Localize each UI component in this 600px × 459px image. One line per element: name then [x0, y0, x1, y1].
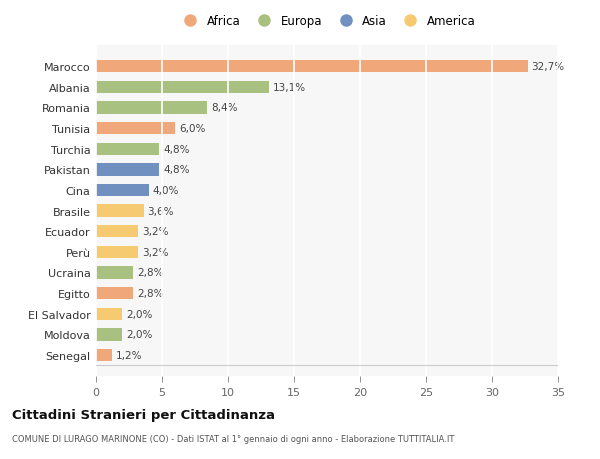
Bar	[96, 308, 122, 320]
Text: 4,8%: 4,8%	[163, 165, 190, 175]
Bar	[96, 143, 160, 156]
Text: COMUNE DI LURAGO MARINONE (CO) - Dati ISTAT al 1° gennaio di ogni anno - Elabora: COMUNE DI LURAGO MARINONE (CO) - Dati IS…	[12, 434, 454, 443]
Bar	[96, 329, 122, 341]
Text: 3,6%: 3,6%	[148, 206, 174, 216]
Text: 1,2%: 1,2%	[116, 350, 142, 360]
Text: 2,0%: 2,0%	[127, 309, 153, 319]
Bar	[96, 82, 269, 94]
Text: 3,2%: 3,2%	[142, 227, 169, 237]
Bar	[96, 102, 207, 114]
Bar	[96, 287, 133, 300]
Bar	[96, 349, 112, 361]
Text: 6,0%: 6,0%	[179, 124, 206, 134]
Legend: Africa, Europa, Asia, America: Africa, Europa, Asia, America	[178, 16, 476, 28]
Text: 3,2%: 3,2%	[142, 247, 169, 257]
Text: 32,7%: 32,7%	[532, 62, 565, 72]
Bar	[96, 225, 138, 238]
Text: 13,1%: 13,1%	[273, 83, 306, 93]
Bar	[96, 246, 138, 258]
Text: 2,0%: 2,0%	[127, 330, 153, 340]
Text: Cittadini Stranieri per Cittadinanza: Cittadini Stranieri per Cittadinanza	[12, 409, 275, 421]
Text: 2,8%: 2,8%	[137, 268, 163, 278]
Bar	[96, 205, 143, 217]
Text: 4,8%: 4,8%	[163, 145, 190, 154]
Bar	[96, 61, 527, 73]
Bar	[96, 267, 133, 279]
Text: 8,4%: 8,4%	[211, 103, 238, 113]
Text: 2,8%: 2,8%	[137, 288, 163, 298]
Bar	[96, 185, 149, 197]
Bar	[96, 164, 160, 176]
Bar	[96, 123, 175, 135]
Text: 4,0%: 4,0%	[153, 185, 179, 196]
